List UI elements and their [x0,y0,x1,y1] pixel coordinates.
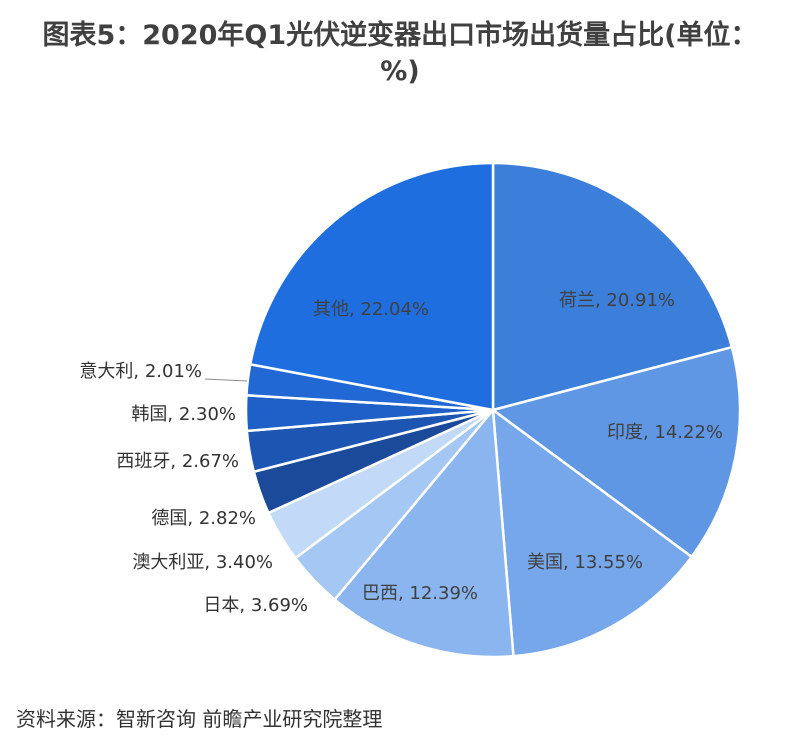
slice-label-7: 德国, 2.82% [151,508,256,529]
slice-label-4: 巴西, 12.39% [362,583,478,604]
slice-labels: 荷兰, 20.91% 印度, 14.22% 美国, 13.55% 巴西, 12.39%… [79,290,723,616]
leader-line-10 [204,378,248,382]
pie-slice-11 [249,161,495,412]
slice-label-11: 其他, 22.04% [313,299,429,320]
slice-label-5: 日本, 3.69% [203,595,308,616]
pie-slice-1 [491,161,734,412]
slice-label-10: 意大利, 2.01% [79,361,202,382]
slice-label-3: 美国, 13.55% [527,552,643,573]
source-note: 资料来源：智新咨询 前瞻产业研究院整理 [16,707,383,731]
leader-lines [204,378,248,382]
pie-slice-3 [491,408,693,658]
pie-slice-4 [333,408,515,659]
chart-title: 图表5：2020年Q1光伏逆变器出口市场出货量占比(单位：%) [42,20,758,87]
slice-label-9: 韩国, 2.30% [131,404,236,425]
slice-label-1: 荷兰, 20.91% [559,290,675,311]
pie-slice-2 [491,345,742,559]
slice-label-8: 西班牙, 2.67% [116,451,239,472]
slice-label-6: 澳大利亚, 3.40% [132,552,273,573]
slice-label-2: 印度, 14.22% [607,422,723,443]
pie-slices [244,161,742,659]
